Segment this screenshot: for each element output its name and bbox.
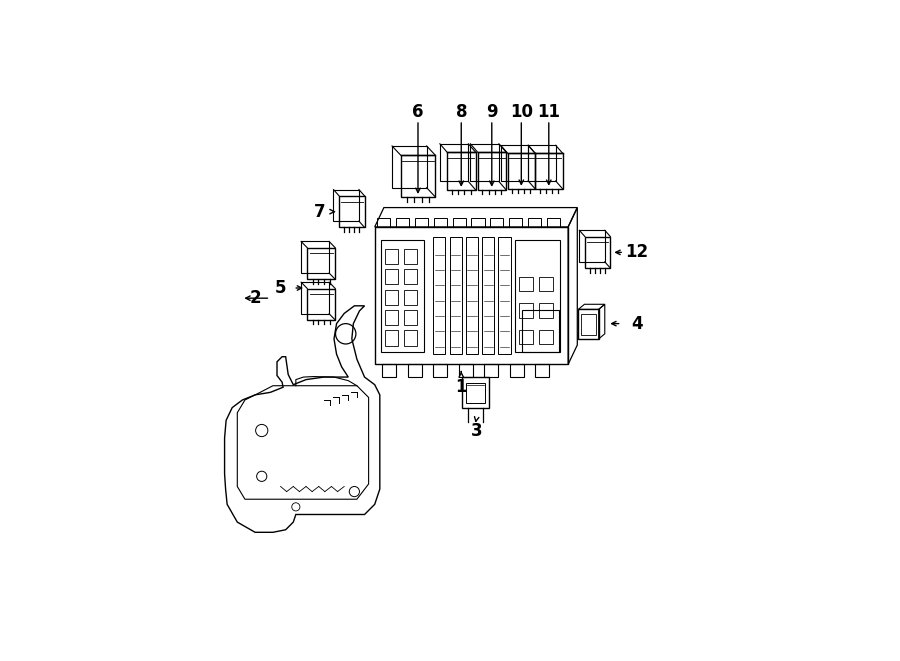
Bar — [404, 290, 418, 305]
Bar — [449, 237, 462, 354]
Text: 7: 7 — [314, 203, 326, 221]
Bar — [466, 383, 485, 403]
Text: 5: 5 — [274, 279, 286, 297]
Bar — [547, 217, 560, 227]
Bar — [518, 277, 533, 291]
Bar — [539, 303, 554, 317]
Bar — [408, 364, 422, 377]
Text: 8: 8 — [455, 103, 467, 122]
Bar — [434, 217, 447, 227]
Bar — [509, 217, 522, 227]
Bar — [536, 364, 549, 377]
Bar — [385, 249, 398, 264]
Text: 3: 3 — [471, 422, 482, 440]
Text: 9: 9 — [486, 103, 498, 122]
Bar — [381, 240, 424, 352]
Bar — [385, 310, 398, 325]
Bar — [459, 364, 472, 377]
Bar — [404, 269, 418, 284]
Bar — [579, 309, 599, 339]
Text: 1: 1 — [455, 378, 467, 396]
Bar — [415, 217, 428, 227]
Bar — [396, 217, 410, 227]
Text: 10: 10 — [509, 103, 533, 122]
Text: 2: 2 — [249, 289, 261, 307]
Bar — [453, 217, 466, 227]
Bar — [518, 303, 533, 317]
Bar — [433, 364, 447, 377]
Bar — [466, 237, 478, 354]
Bar — [515, 240, 561, 352]
Bar — [377, 217, 391, 227]
Bar — [528, 217, 541, 227]
Bar — [404, 330, 418, 346]
Bar — [522, 310, 559, 352]
Text: 4: 4 — [631, 315, 643, 332]
Bar — [404, 310, 418, 325]
Bar — [404, 249, 418, 264]
Bar — [491, 217, 503, 227]
Bar — [484, 364, 499, 377]
Bar — [581, 315, 596, 335]
Text: 6: 6 — [412, 103, 424, 122]
Bar — [499, 237, 510, 354]
Bar — [433, 237, 446, 354]
Bar — [382, 364, 396, 377]
Bar — [539, 330, 554, 344]
Bar — [539, 277, 554, 291]
Text: 11: 11 — [537, 103, 561, 122]
Bar — [472, 217, 484, 227]
Bar — [482, 237, 494, 354]
Text: 12: 12 — [626, 243, 648, 261]
Bar — [463, 377, 489, 408]
Bar — [385, 290, 398, 305]
Bar — [385, 269, 398, 284]
Bar — [509, 364, 524, 377]
Bar — [518, 330, 533, 344]
Bar — [385, 330, 398, 346]
